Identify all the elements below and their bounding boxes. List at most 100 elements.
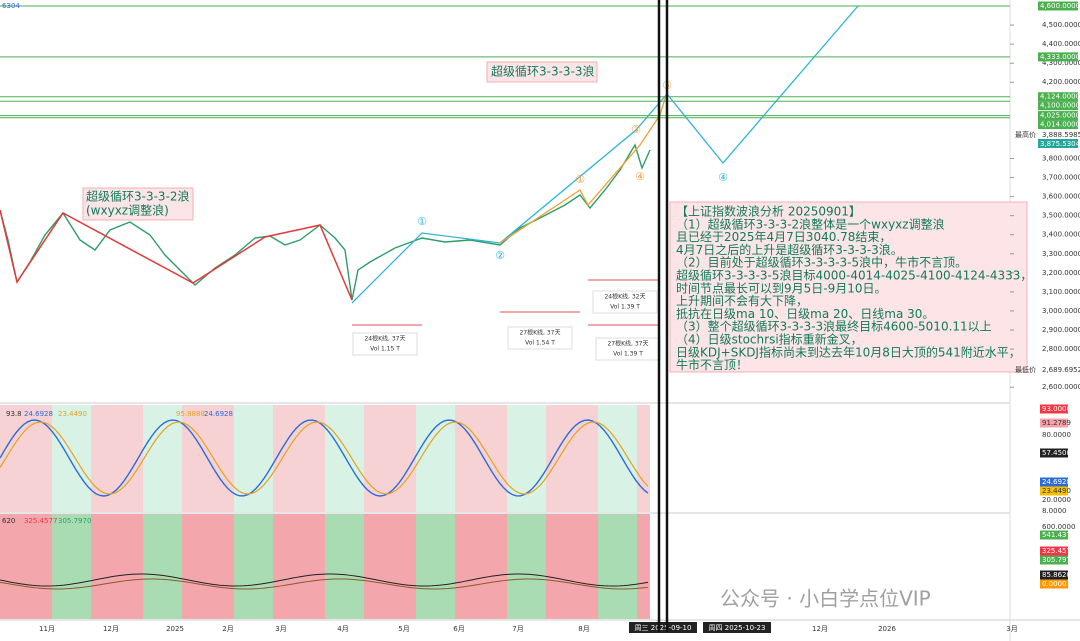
current-value: 3,875.5304 <box>1040 140 1080 148</box>
indicator-stripe <box>221 514 234 619</box>
kdj-tag <box>1040 530 1068 540</box>
wave-label: ④ <box>635 170 645 183</box>
x-tick-label: 2026 <box>878 625 896 633</box>
indicator-stripe <box>234 405 247 512</box>
wave-line-3332 <box>0 209 353 301</box>
indicator-stripe <box>390 405 403 512</box>
indicator-stripe <box>260 405 273 512</box>
indicator-stripe <box>520 514 533 619</box>
indicator-stripe <box>442 514 455 619</box>
indicator-stripe <box>598 514 611 619</box>
kdj-header: 325.4577 <box>24 517 57 525</box>
indicator-stripe <box>637 405 650 512</box>
indicator-stripe <box>377 405 390 512</box>
x-tick-label: 6月 <box>453 625 464 633</box>
osc-header: 93.8 <box>6 410 22 418</box>
indicator-stripe <box>0 514 13 619</box>
indicator-stripe <box>481 514 494 619</box>
indicator-stripe <box>78 405 91 512</box>
indicator-stripe <box>325 514 338 619</box>
high-value: 3,888.5985 <box>1042 131 1080 139</box>
stat-box <box>507 326 573 350</box>
x-tick-label: 5月 <box>398 625 409 633</box>
indicator-stripe <box>611 405 624 512</box>
wave-line-sub <box>499 91 668 244</box>
wave-line-3333 <box>351 5 859 304</box>
kdj-axis-label: 85.8620 <box>1042 571 1071 579</box>
indicator-stripe <box>559 405 572 512</box>
indicator-stripe <box>533 514 546 619</box>
level-tag <box>1038 111 1078 121</box>
level-label: 4,124.0000 <box>1040 93 1080 101</box>
kdj-header: 620 <box>2 517 15 525</box>
y-tick-label: 4,300.0000 <box>1042 59 1080 67</box>
kdj-tag <box>1040 570 1068 580</box>
high-label: 最高价 <box>1015 130 1036 139</box>
cursor-date: 周四 2025-10-23 <box>709 624 766 632</box>
indicator-stripe <box>312 405 325 512</box>
level-label: 4,333.0000 <box>1040 53 1080 61</box>
indicator-stripe <box>533 405 546 512</box>
osc-axis-label: 80.0000 <box>1042 431 1071 439</box>
osc-tag <box>1040 404 1068 414</box>
indicator-stripe <box>104 405 117 512</box>
indicator-stripe <box>429 405 442 512</box>
indicator-stripe <box>312 514 325 619</box>
indicator-stripe <box>507 405 520 512</box>
kdj-axis-label: 541.4376 <box>1042 531 1076 539</box>
y-tick-label: 2,800.0000 <box>1042 345 1080 353</box>
indicator-stripe <box>546 514 559 619</box>
analysis-line: （1）超级循环3-3-3-2浪整体是一个wxyxz调整浪 <box>676 216 945 231</box>
osc-tag <box>1040 448 1068 458</box>
osc-header: 24.6928 <box>204 410 233 418</box>
level-tag <box>1038 52 1078 62</box>
y-tick-label: 4,400.0000 <box>1042 40 1080 48</box>
analysis-line: 超级循环3-3-3-3-5浪目标4000-4014-4025-4100-4124… <box>676 268 1032 283</box>
indicator-stripe <box>182 514 195 619</box>
kdj-axis-label: 305.7970 <box>1042 556 1075 564</box>
stat-vol: Vol 1.39 T <box>610 304 640 311</box>
analysis-line: 抵抗在日级ma 10、日级ma 20、日线ma 30。 <box>676 306 934 321</box>
wave-label: ③ <box>631 123 641 136</box>
y-tick-label: 2,600.0000 <box>1042 383 1080 391</box>
indicator-stripe <box>507 514 520 619</box>
analysis-line: 【上证指数波浪分析 20250901】 <box>676 204 861 219</box>
indicator-stripe <box>247 514 260 619</box>
kdj-axis-label: 0.0000 <box>1042 580 1067 588</box>
indicator-stripe <box>416 514 429 619</box>
indicator-stripe <box>52 514 65 619</box>
indicator-stripe <box>195 514 208 619</box>
low-value: 2,689.6952 <box>1042 366 1080 374</box>
analysis-line: （3）整个超级循环3-3-3-3浪最终目标4600-5010.11以上 <box>676 319 992 334</box>
indicator-stripe <box>156 405 169 512</box>
indicator-stripe <box>221 405 234 512</box>
indicator-stripe <box>455 514 468 619</box>
wave-label: ① <box>417 215 427 228</box>
analysis-line: （4）日级stochrsi指标重新金叉， <box>676 332 863 347</box>
indicator-stripe <box>403 514 416 619</box>
y-tick-label: 2,900.0000 <box>1042 326 1080 334</box>
level-tag <box>1038 120 1078 130</box>
kdj-tag <box>1040 546 1068 556</box>
osc-header: 24.6928 <box>24 410 53 418</box>
osc-axis-label: 57.4500 <box>1042 449 1071 457</box>
indicator-stripe <box>598 405 611 512</box>
osc-header: 23.4490 <box>58 410 87 418</box>
wave-label: ② <box>495 249 505 262</box>
indicator-stripe <box>338 514 351 619</box>
osc-axis-label: 24.6928 <box>1042 478 1071 486</box>
indicator-stripe <box>390 514 403 619</box>
indicator-stripe <box>13 514 26 619</box>
stat-vol: Vol 1.15 T <box>370 346 400 353</box>
indicator-background <box>0 405 650 619</box>
level-label: 4,600.0000 <box>1040 2 1080 10</box>
indicator-stripe <box>156 514 169 619</box>
indicator-stripe <box>611 514 624 619</box>
analysis-line: 牛市不言顶！ <box>676 357 748 372</box>
stat-bars: 24根K线, 32天 <box>604 293 645 301</box>
annotation: 超级循环3-3-3-2浪 <box>86 189 190 204</box>
indicator-stripe <box>416 405 429 512</box>
indicator-stripe <box>260 514 273 619</box>
level-tag <box>1038 101 1078 111</box>
